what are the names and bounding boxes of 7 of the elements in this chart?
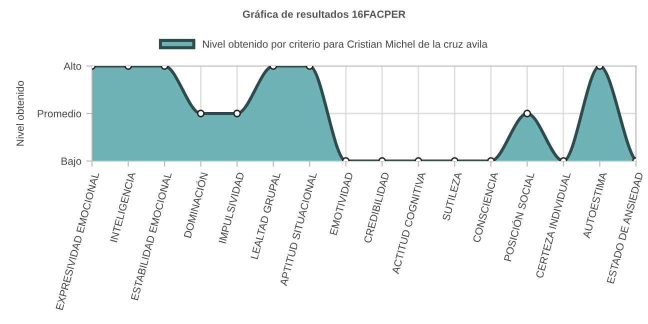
chart-title: Gráfica de resultados 16FACPER: [242, 10, 406, 18]
text: Promedio: [38, 110, 82, 118]
legend-label: Nivel obtenido por criterio para Cristian Michel de la cruz avila: [202, 40, 488, 50]
text: Alto: [64, 62, 82, 70]
text: Bajo: [62, 157, 82, 167]
y-axis-title: Nivel obtenido: [16, 80, 24, 146]
x-tick-label: LEALTAD GRUPAL: [250, 172, 281, 260]
